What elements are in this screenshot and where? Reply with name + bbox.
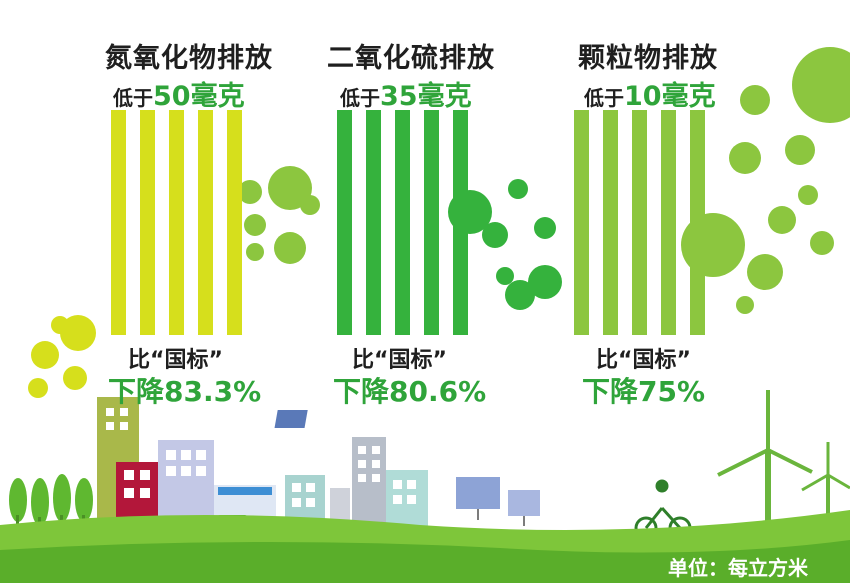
group-3-limit-value: 10	[624, 81, 662, 112]
solar-panels	[274, 410, 540, 526]
group-1-decrease: 下降83.3%	[108, 375, 262, 408]
stripe-bar-2-3	[395, 110, 410, 335]
group-1-limit-value: 50	[153, 81, 191, 112]
group-1-limit-unit: 毫克	[190, 81, 245, 112]
group-3-decrease: 下降75%	[582, 375, 706, 408]
group-2-limit: 低于35毫克	[340, 74, 472, 113]
group-1-limit-prefix: 低于	[113, 86, 153, 110]
stripe-bar-2-5	[453, 110, 468, 335]
ground-front	[0, 540, 850, 583]
trees	[9, 474, 93, 529]
group-1-title: 氮氧化物排放	[105, 43, 273, 74]
group-1-limit: 低于50毫克	[113, 74, 245, 113]
group-3-limit-prefix: 低于	[584, 86, 624, 110]
stripe-bar-3-1	[574, 110, 589, 335]
buildings	[97, 397, 428, 530]
group-2-title: 二氧化硫排放	[327, 43, 495, 74]
stripe-bar-2-1	[337, 110, 352, 335]
group-2-limit-prefix: 低于	[340, 86, 380, 110]
stripe-bar-1-1	[111, 110, 126, 335]
stripe-bar-1-2	[140, 110, 155, 335]
stripe-bar-1-5	[227, 110, 242, 335]
group-2-compare-label: 比“国标”	[352, 348, 447, 373]
stripe-bar-3-2	[603, 110, 618, 335]
stripe-bar-3-4	[661, 110, 676, 335]
stripe-bar-1-4	[198, 110, 213, 335]
stripe-bar-1-3	[169, 110, 184, 335]
group-3-compare-label: 比“国标”	[596, 348, 691, 373]
group-3-limit-unit: 毫克	[661, 81, 716, 112]
group-1-compare-label: 比“国标”	[128, 348, 223, 373]
group-2-decrease: 下降80.6%	[333, 375, 487, 408]
stripe-bar-3-3	[632, 110, 647, 335]
group-3-limit: 低于10毫克	[584, 74, 716, 113]
stripe-bar-3-5	[690, 110, 705, 335]
group-2-limit-value: 35	[380, 81, 418, 112]
stripe-bar-2-4	[424, 110, 439, 335]
yellow-bubbles	[28, 315, 96, 398]
group-2-limit-unit: 毫克	[417, 81, 472, 112]
green-bubbles-1	[238, 166, 320, 264]
unit-label: 单位：每立方米	[668, 556, 808, 580]
group-3-title: 颗粒物排放	[578, 43, 718, 74]
stripe-bar-2-2	[366, 110, 381, 335]
